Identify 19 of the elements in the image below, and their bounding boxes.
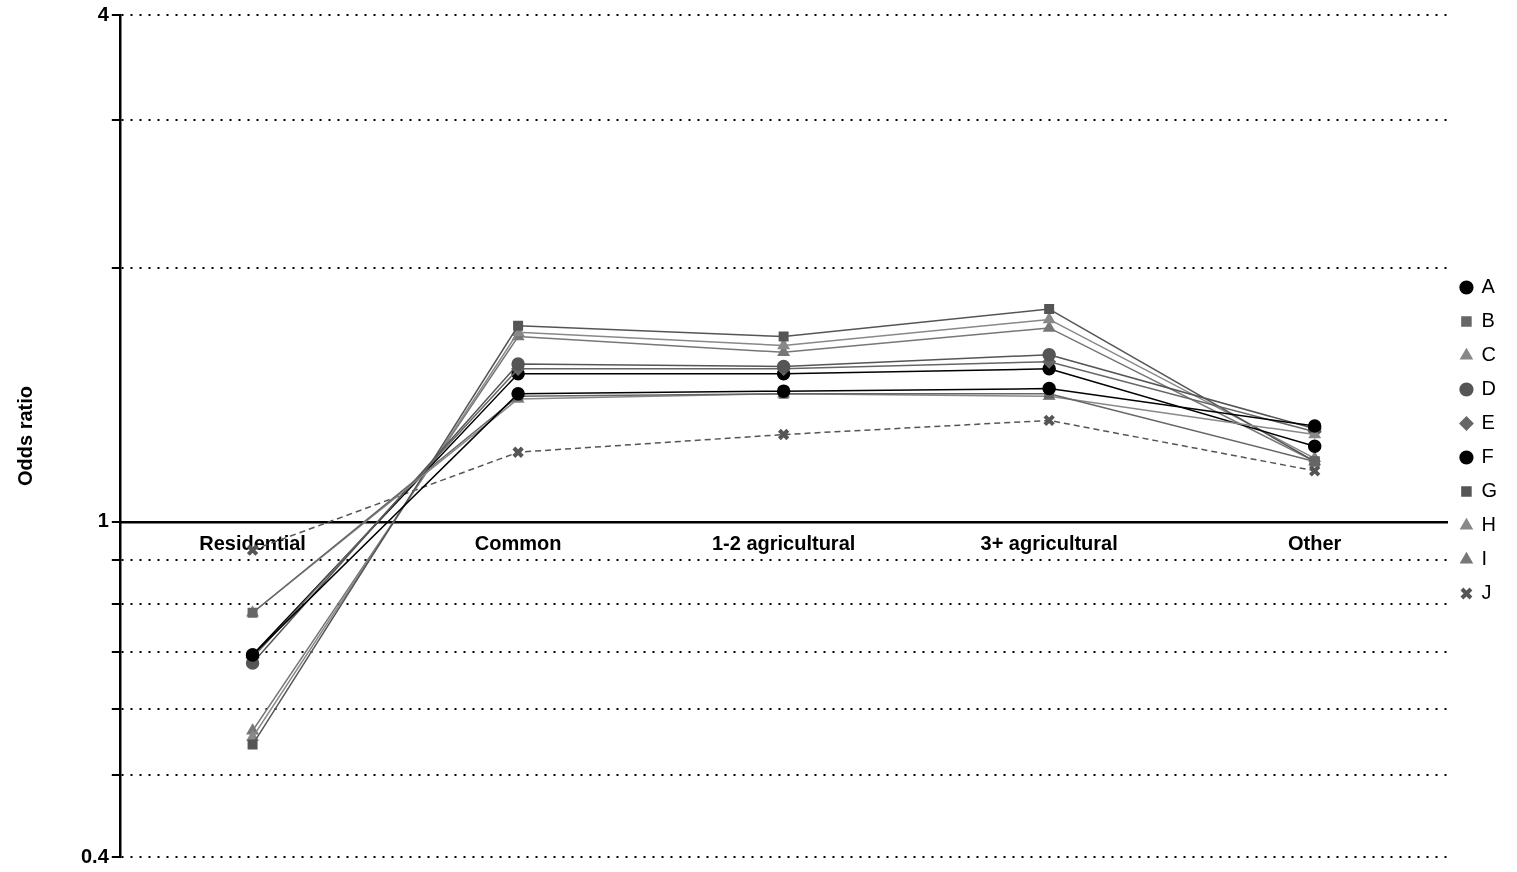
y-tick-label: 1	[97, 509, 109, 532]
legend-label: B	[1481, 309, 1495, 332]
legend-label: F	[1481, 445, 1494, 468]
y-axis-title: Odds ratio	[13, 385, 36, 487]
legend-label: D	[1481, 377, 1496, 400]
legend-label: C	[1481, 343, 1496, 366]
legend-label: A	[1481, 275, 1496, 298]
x-tick-label: 3+ agricultural	[980, 532, 1118, 555]
legend-label: J	[1481, 581, 1492, 604]
legend-label: H	[1481, 513, 1496, 536]
legend-label: G	[1481, 479, 1498, 502]
y-tick-label: 4	[97, 2, 110, 25]
x-tick-label: Other	[1288, 532, 1342, 555]
legend-label: E	[1481, 411, 1495, 434]
legend-label: I	[1481, 547, 1488, 570]
x-tick-label: Common	[474, 532, 562, 555]
x-tick-label: 1-2 agricultural	[711, 532, 856, 555]
x-tick-label: Residential	[199, 532, 306, 555]
y-tick-label: 0.4	[80, 844, 110, 867]
